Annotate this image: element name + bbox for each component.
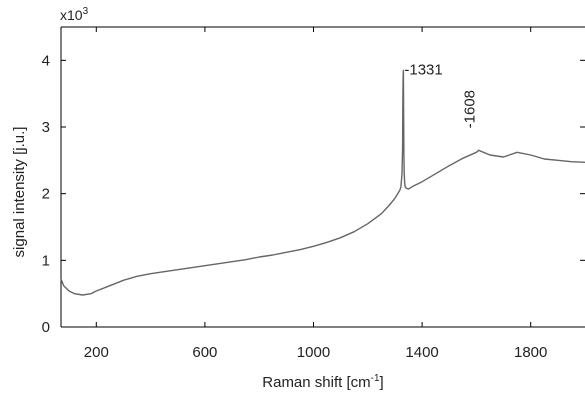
plot-area: [60, 69, 585, 296]
y-axis-label: signal intensity [j.u.]: [11, 127, 28, 258]
x-tick-label: 600: [192, 344, 217, 361]
peak-label: -1331: [404, 61, 442, 78]
axes: [60, 26, 585, 328]
y-tick-label: 1: [42, 252, 50, 269]
peak-label: -1608: [462, 90, 479, 128]
y-tick-label: 3: [42, 119, 50, 136]
spectrum-line: [60, 69, 585, 296]
x-axis-label: Raman shift [cm-1]: [262, 373, 383, 391]
x-tick-label: 1000: [297, 344, 330, 361]
x-tick-label: 200: [84, 344, 109, 361]
y-tick-label: 2: [42, 186, 50, 203]
annotations: -1331 -1608: [404, 61, 478, 128]
x-tick-label: 1800: [514, 344, 547, 361]
y-scale-label: x103: [60, 6, 89, 23]
y-tick-label: 0: [42, 319, 50, 336]
x-tick-label: 1400: [405, 344, 438, 361]
ticks: 0 1 2 3 4 200 600 1000 1400 1800: [42, 27, 585, 361]
y-tick-label: 4: [42, 52, 50, 69]
